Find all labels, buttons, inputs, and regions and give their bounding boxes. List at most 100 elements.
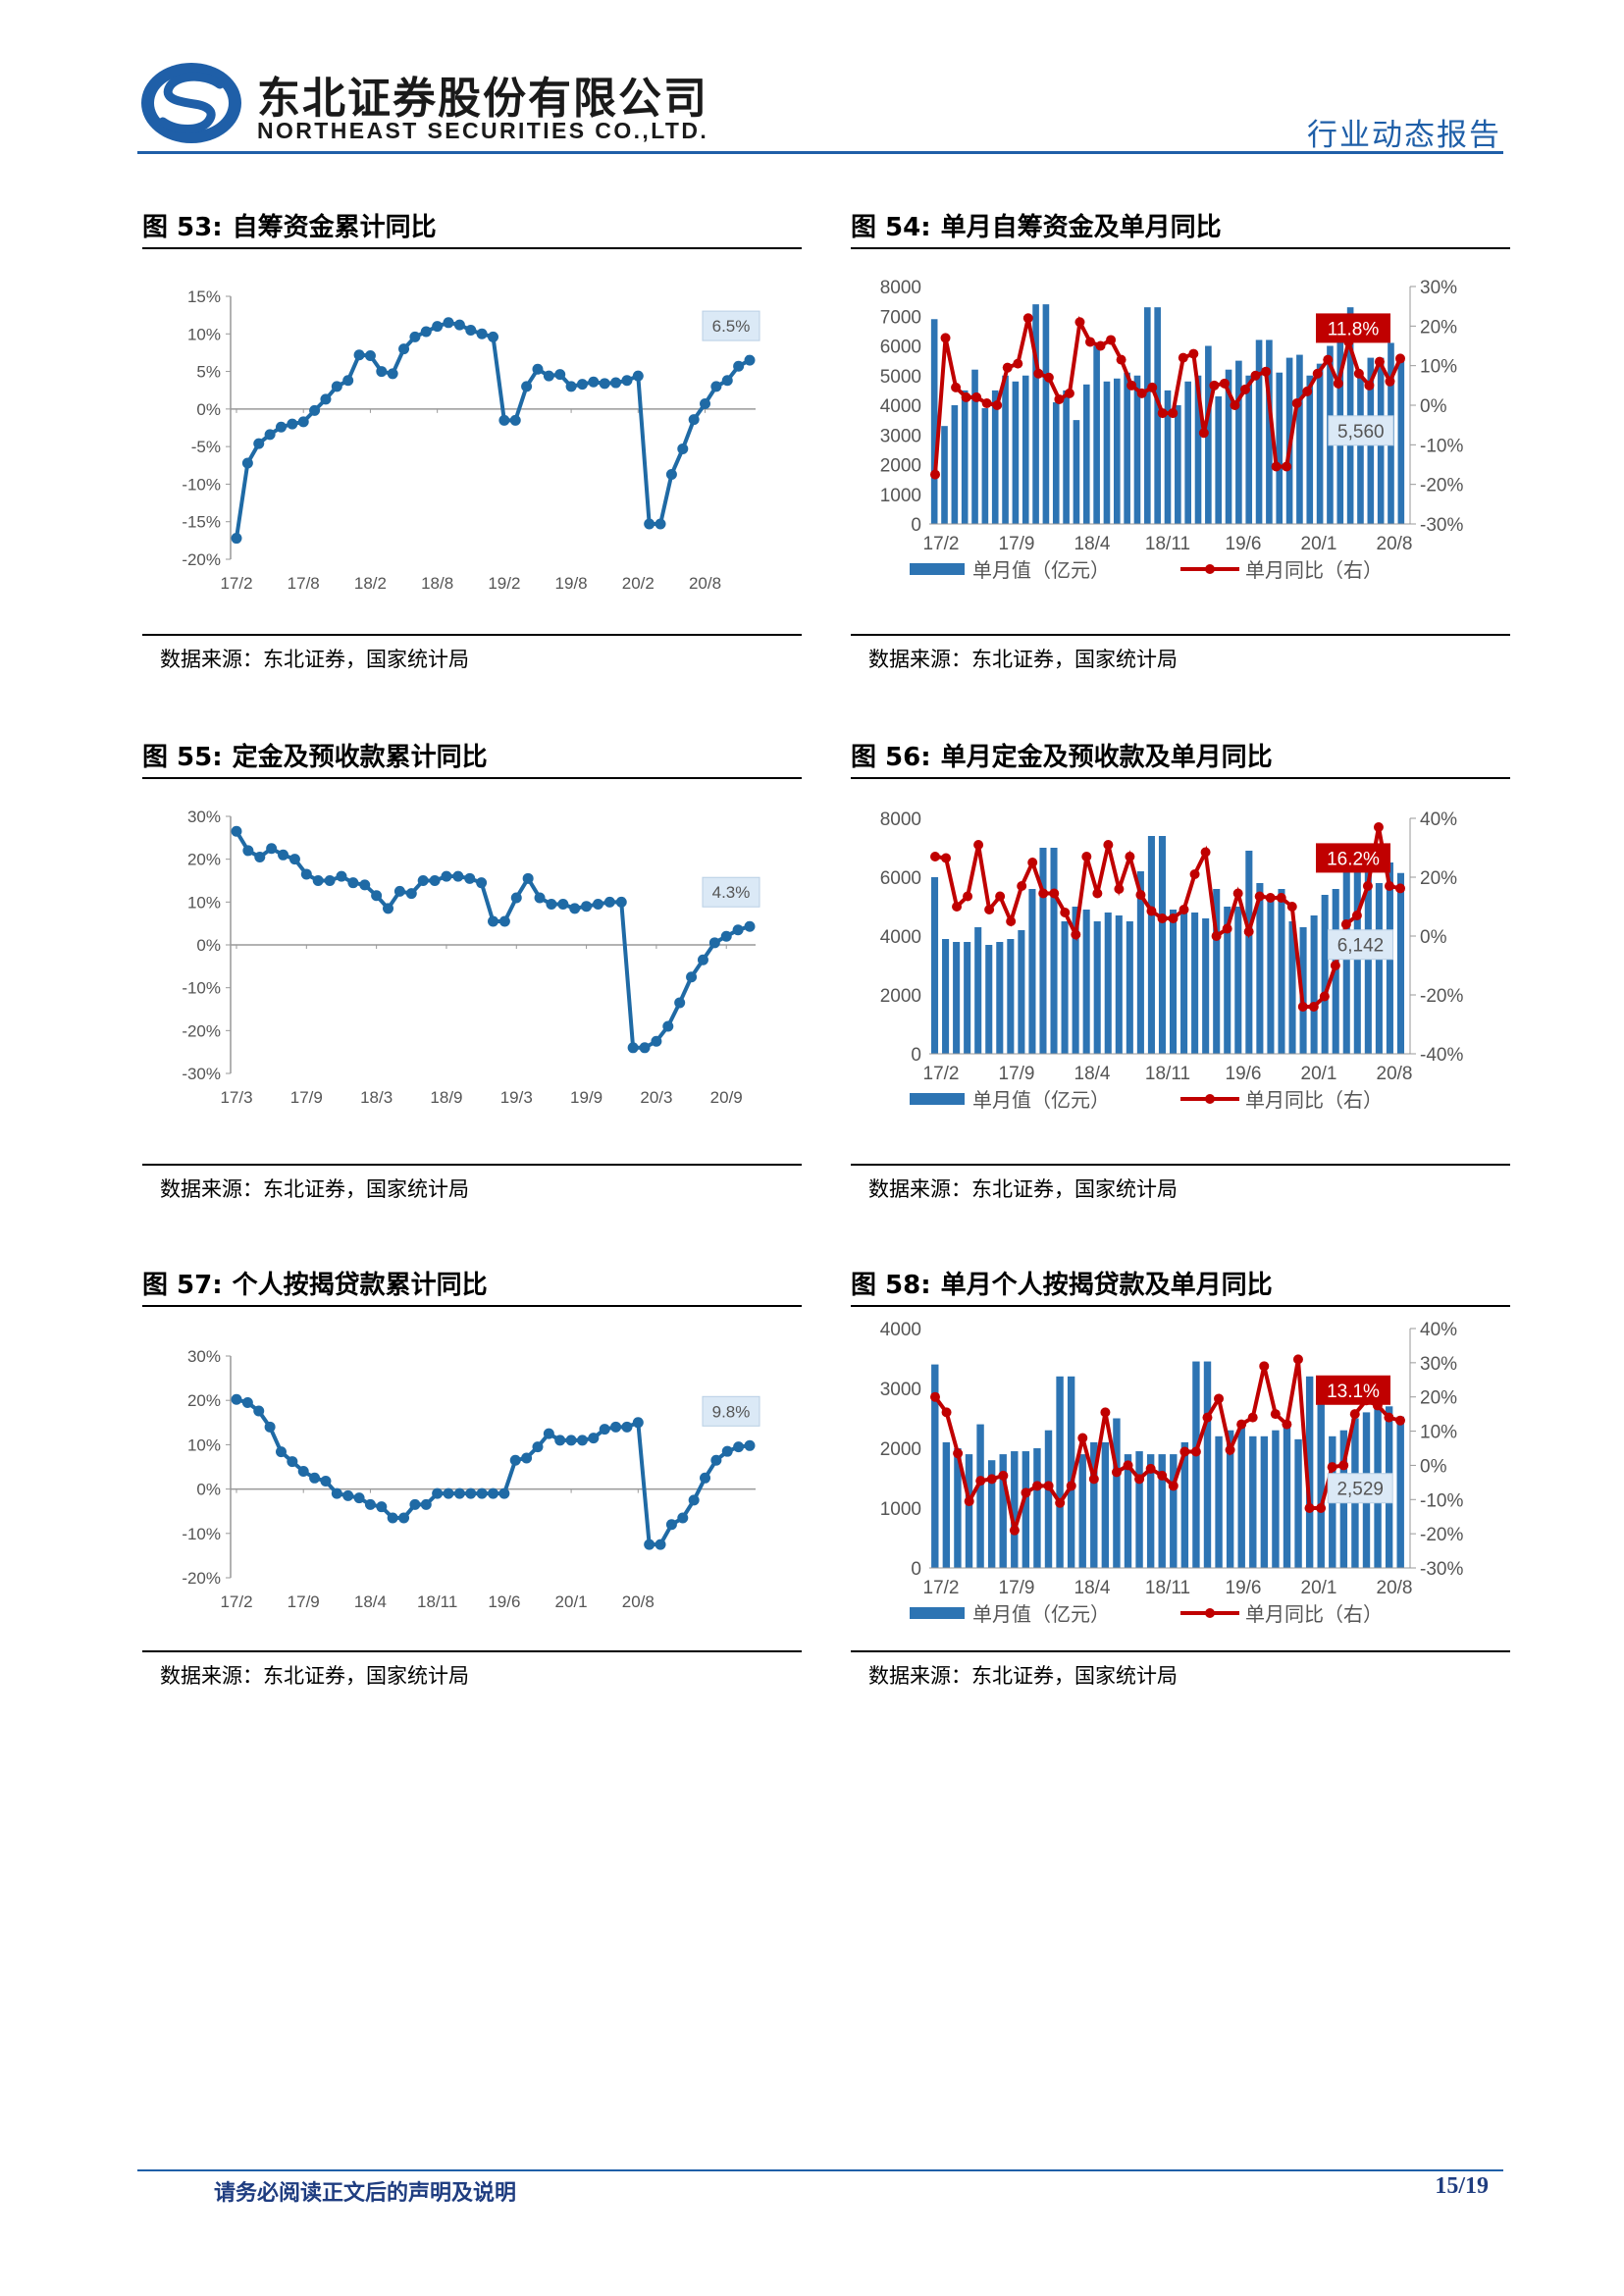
yoy-point	[1219, 378, 1230, 389]
yoy-point	[1027, 858, 1038, 867]
yoy-point	[1250, 370, 1261, 381]
bar	[1113, 378, 1121, 524]
y-tick-label: 15%	[187, 287, 221, 306]
data-point	[733, 1441, 745, 1453]
x-tick-label: 18/2	[354, 574, 387, 593]
data-point	[324, 875, 336, 886]
data-point	[554, 369, 566, 381]
figure-title: 图 53: 自筹资金累计同比	[142, 208, 802, 249]
bar	[1050, 848, 1058, 1054]
data-point	[498, 414, 510, 426]
bar	[1146, 1454, 1155, 1568]
yoy-point	[1230, 400, 1240, 410]
bar	[1194, 375, 1202, 524]
bar	[1272, 1430, 1280, 1568]
yoy-point	[975, 1476, 986, 1487]
yoy-point	[1013, 358, 1023, 369]
bar	[1147, 836, 1155, 1054]
yoy-point	[971, 391, 982, 402]
bar	[1317, 1388, 1325, 1568]
callout-bar-box	[1327, 1473, 1393, 1504]
company-name-en: NORTHEAST SECURITIES CO.,LTD.	[257, 118, 709, 143]
bar	[965, 1454, 973, 1568]
callout-bar-label: 6,142	[1337, 936, 1385, 957]
yoy-point	[1157, 913, 1168, 923]
x-tick-label: 20/1	[1301, 534, 1337, 554]
callout-bar-box	[1328, 415, 1394, 446]
y-left-tick-label: 5000	[880, 367, 921, 388]
yoy-point	[1179, 1446, 1190, 1457]
data-point	[376, 366, 388, 378]
y-left-tick-label: 7000	[880, 307, 921, 328]
y-left-tick-label: 4000	[880, 1320, 921, 1340]
yoy-point	[1202, 1412, 1213, 1423]
yoy-point	[1054, 393, 1065, 404]
callout-box	[702, 1395, 760, 1427]
callout-line-box	[1316, 1375, 1390, 1405]
data-point	[565, 381, 577, 392]
yoy-point	[1074, 317, 1085, 328]
figure-number: 图 55:	[142, 743, 223, 772]
bar	[1039, 848, 1047, 1054]
x-tick-label: 18/11	[417, 1592, 457, 1611]
y-left-tick-label: 4000	[880, 396, 921, 417]
yoy-point	[1114, 884, 1125, 894]
y-right-tick-label: 10%	[1420, 357, 1457, 378]
bar	[1306, 375, 1314, 524]
data-point	[320, 393, 332, 405]
data-point	[521, 381, 533, 392]
bar	[991, 390, 999, 524]
yoy-point	[1190, 1446, 1201, 1457]
yoy-point	[941, 1407, 952, 1418]
data-point	[592, 899, 603, 911]
y-tick-label: 0%	[196, 400, 221, 419]
chart-fig53: 15% 10% 5% 0% -5% -10% -15% -20% 17/2 17/8 18/2 18/…	[182, 287, 760, 593]
yoy-point	[1021, 1487, 1031, 1498]
x-tick-label: 19/9	[570, 1088, 602, 1107]
x-tick-label: 18/11	[1145, 534, 1190, 554]
bar	[961, 390, 969, 524]
y-right-tick-label: 10%	[1420, 1423, 1457, 1443]
header-divider	[137, 151, 1503, 154]
x-tick-label: 18/8	[421, 574, 453, 593]
y-left-tick-label: 2000	[880, 986, 921, 1007]
bar	[1396, 1416, 1404, 1568]
bar	[953, 942, 961, 1054]
yoy-line	[933, 1359, 1401, 1532]
bar	[1321, 895, 1329, 1054]
bar	[941, 426, 948, 524]
x-tick-label: 20/1	[555, 1592, 588, 1611]
yoy-point	[1384, 1412, 1394, 1423]
data-point	[532, 363, 544, 375]
data-point	[697, 954, 708, 965]
data-point	[710, 381, 722, 392]
bar	[1002, 375, 1009, 524]
figure-source: 数据来源：东北证券，国家统计局	[142, 634, 802, 673]
bar	[1249, 1435, 1257, 1568]
bar	[1078, 1454, 1086, 1568]
y-right-tick-label: 40%	[1420, 809, 1457, 830]
bar	[1124, 372, 1130, 524]
data-point	[565, 1435, 577, 1446]
yoy-point	[1038, 888, 1049, 899]
data-point	[287, 418, 298, 430]
figure-title: 图 56: 单月定金及预收款及单月同比	[851, 738, 1510, 779]
yoy-point	[1373, 822, 1384, 832]
data-point	[744, 920, 756, 932]
bar	[1225, 369, 1232, 524]
bar	[1357, 375, 1364, 524]
data-point	[588, 1433, 600, 1444]
y-tick-label: -10%	[182, 475, 221, 494]
x-tick-label: 19/3	[500, 1088, 533, 1107]
yoy-point	[986, 1474, 997, 1485]
legend-bar-swatch	[910, 563, 965, 575]
y-left-tick-label: 1000	[880, 1499, 921, 1520]
data-point	[443, 317, 454, 329]
data-point	[720, 930, 732, 942]
data-point	[476, 877, 488, 889]
legend-line-label: 单月同比（右）	[1245, 1603, 1383, 1626]
yoy-point	[1243, 926, 1254, 937]
chart-fig55: 30% 20% 10% 0% -10% -20% -30% 17/3 17/9 18/3 18/9 1…	[182, 808, 760, 1107]
y-right-tick-label: 20%	[1420, 1388, 1457, 1409]
footer-divider	[137, 2169, 1503, 2171]
